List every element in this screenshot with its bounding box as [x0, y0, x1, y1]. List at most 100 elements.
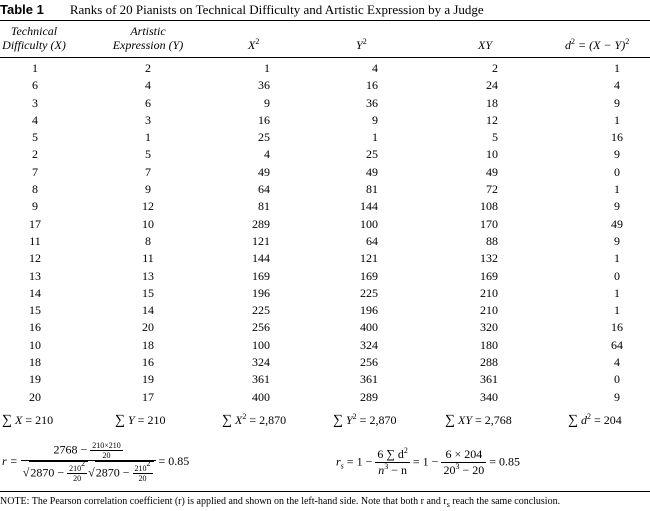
- rs-lhs: r: [336, 454, 341, 469]
- cell-x-squared: 121: [252, 233, 270, 248]
- cell-x-squared: 49: [258, 164, 270, 179]
- header-d-squared: d2 = (X − Y)2: [565, 37, 630, 53]
- pearson-numerator: 2768 − 210×210 20: [53, 441, 123, 460]
- cell-y-squared: 289: [360, 389, 378, 404]
- cell-x-squared: 4: [264, 147, 270, 162]
- cell-technical: 12: [29, 251, 41, 266]
- cell-x-squared: 9: [264, 95, 270, 110]
- cell-x-squared: 36: [258, 78, 270, 93]
- cell-artistic: 18: [142, 337, 154, 352]
- cell-technical: 19: [29, 372, 41, 387]
- cell-x-squared: 25: [258, 130, 270, 145]
- sum-x: ∑ X = 210: [2, 413, 54, 428]
- cell-x-squared: 400: [252, 389, 270, 404]
- pearson-result: = 0.85: [158, 453, 190, 468]
- cell-technical: 4: [32, 112, 38, 127]
- table-title: Ranks of 20 Pianists on Technical Diffic…: [69, 2, 484, 17]
- cell-y-squared: 100: [360, 216, 378, 231]
- cell-technical: 9: [32, 199, 38, 214]
- cell-xy: 170: [480, 216, 498, 231]
- table-row: 14 15 196 225 210 1: [0, 285, 650, 302]
- cell-artistic: 3: [145, 112, 151, 127]
- cell-technical: 17: [29, 216, 41, 231]
- cell-xy: 340: [480, 389, 498, 404]
- cell-artistic: 12: [142, 199, 154, 214]
- cell-artistic: 13: [142, 268, 154, 283]
- cell-d-squared: 9: [614, 233, 620, 248]
- sum-y-squared: ∑ Y2 = 2,870: [333, 412, 397, 429]
- cell-d-squared: 9: [614, 147, 620, 162]
- table-row: 20 17 400 289 340 9: [0, 389, 650, 406]
- cell-y-squared: 169: [360, 268, 378, 283]
- top-rule: [0, 20, 650, 21]
- header-artistic-line2: Expression (Y): [112, 38, 184, 52]
- cell-technical: 20: [29, 389, 41, 404]
- cell-technical: 2: [32, 147, 38, 162]
- spearman-formula: rs = 1 − 6 ∑ d2 n3 − n = 1 − 6 × 204 203…: [336, 446, 521, 478]
- table-row: 2 5 4 25 10 9: [0, 146, 650, 163]
- spearman-fraction-2: 6 × 204 203 − 20: [441, 447, 487, 477]
- cell-technical: 18: [29, 355, 41, 370]
- header-xy: XY: [478, 38, 493, 52]
- cell-artistic: 19: [142, 372, 154, 387]
- cell-artistic: 15: [142, 285, 154, 300]
- cell-artistic: 6: [145, 95, 151, 110]
- table-row: 10 18 100 324 180 64: [0, 337, 650, 354]
- pearson-formula: r = 2768 − 210×210 20 √2870 − 2102 20 √2870…: [2, 441, 189, 483]
- cell-d-squared: 9: [614, 95, 620, 110]
- cell-y-squared: 36: [366, 95, 378, 110]
- cell-y-squared: 324: [360, 337, 378, 352]
- cell-xy: 210: [480, 285, 498, 300]
- cell-x-squared: 1: [264, 61, 270, 75]
- cell-artistic: 9: [145, 182, 151, 197]
- table-label: Table 1: [0, 2, 44, 17]
- cell-technical: 14: [29, 285, 41, 300]
- cell-x-squared: 169: [252, 268, 270, 283]
- cell-x-squared: 324: [252, 355, 270, 370]
- bottom-rule: [0, 491, 650, 492]
- cell-x-squared: 64: [258, 182, 270, 197]
- cell-technical: 3: [32, 95, 38, 110]
- table-row: 15 14 225 196 210 1: [0, 302, 650, 319]
- cell-xy: 180: [480, 337, 498, 352]
- cell-d-squared: 1: [614, 112, 620, 127]
- cell-x-squared: 81: [258, 199, 270, 214]
- cell-xy: 88: [486, 233, 498, 248]
- sum-xy: ∑ XY = 2,768: [445, 413, 512, 428]
- cell-technical: 11: [29, 233, 41, 248]
- sum-x-squared: ∑ X2 = 2,870: [222, 412, 287, 429]
- cell-x-squared: 289: [252, 216, 270, 231]
- cell-xy: 24: [486, 78, 498, 93]
- header-artistic-line1: Artistic: [130, 24, 166, 38]
- cell-y-squared: 25: [366, 147, 378, 162]
- sum-y: ∑ Y = 210: [115, 413, 166, 428]
- cell-technical: 13: [29, 268, 41, 283]
- header-y-squared: Y2: [356, 37, 367, 53]
- cell-d-squared: 16: [611, 320, 623, 335]
- table-row: 1 2 1 4 2 1: [0, 60, 650, 77]
- header-technical-line2: Difficulty (X): [2, 38, 66, 52]
- cell-y-squared: 196: [360, 303, 378, 318]
- cell-y-squared: 81: [366, 182, 378, 197]
- cell-y-squared: 49: [366, 164, 378, 179]
- cell-xy: 361: [480, 372, 498, 387]
- cell-x-squared: 196: [252, 285, 270, 300]
- spearman-result: = 0.85: [489, 454, 521, 469]
- cell-xy: 5: [492, 130, 498, 145]
- table-body: 1 2 1 4 2 1 6 4 36 16 24 4 3 6 9 36 18 9 4 3 16 9 12 1 5 1 25 1 5 16 2…: [0, 60, 650, 406]
- cell-y-squared: 64: [366, 233, 378, 248]
- cell-d-squared: 9: [614, 199, 620, 214]
- cell-technical: 5: [32, 130, 38, 145]
- cell-d-squared: 49: [611, 216, 623, 231]
- cell-artistic: 20: [142, 320, 154, 335]
- cell-xy: 108: [480, 199, 498, 214]
- cell-y-squared: 4: [372, 61, 378, 75]
- cell-technical: 10: [29, 337, 41, 352]
- table-row: 11 8 121 64 88 9: [0, 233, 650, 250]
- table-row: 18 16 324 256 288 4: [0, 354, 650, 371]
- cell-xy: 12: [486, 112, 498, 127]
- cell-artistic: 7: [145, 164, 151, 179]
- cell-artistic: 10: [142, 216, 154, 231]
- table-note: NOTE: The Pearson correlation coefficien…: [0, 496, 561, 509]
- table-caption: Table 1 Ranks of 20 Pianists on Technical…: [0, 0, 484, 20]
